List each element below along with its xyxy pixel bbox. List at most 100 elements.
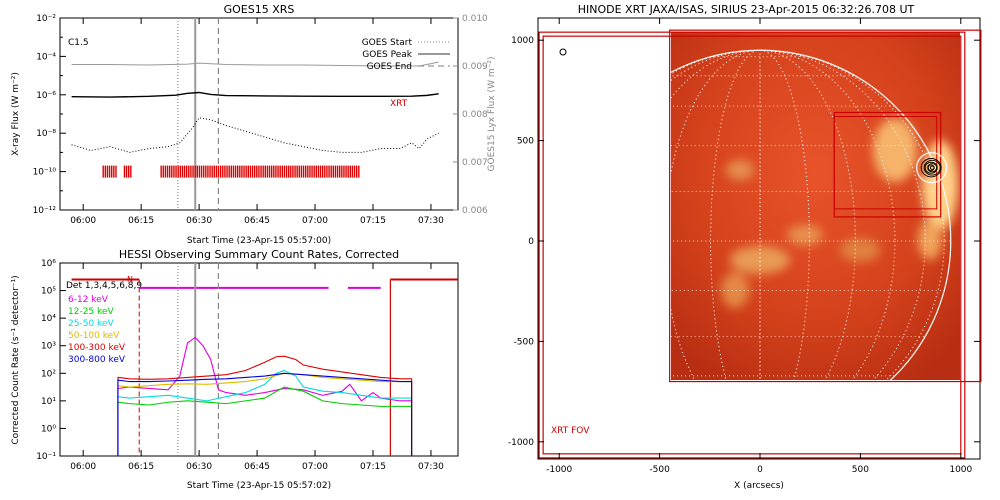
- xrt-coverage-tick: [317, 165, 320, 178]
- hessi-plot-frame: [59, 262, 459, 457]
- goes-x-tick-label: 07:15: [360, 216, 386, 226]
- xrt-coverage-tick: [128, 165, 130, 178]
- xrt-coverage-tick: [196, 165, 198, 178]
- xrt-coverage-tick: [230, 165, 232, 178]
- xrt-x-tick-label: -1000: [546, 465, 572, 475]
- source-contour-level: [929, 165, 935, 170]
- hessi-title: HESSI Observing Summary Count Rates, Cor…: [119, 248, 399, 261]
- hessi-y-tick-label: 10³: [41, 342, 56, 352]
- hessi-x-tick-label: 06:45: [244, 462, 270, 472]
- goes-y-tick-label: 10⁻⁴: [36, 52, 56, 62]
- xrt-coverage-tick: [222, 165, 224, 178]
- goes-y-ticks-right: 0.010 0.009 0.008 0.007 0.006: [453, 14, 488, 216]
- xrt-coverage-tick: [175, 165, 177, 178]
- xrt-coverage-tick: [243, 165, 245, 178]
- xrt-label: XRT: [390, 99, 408, 109]
- xrt-coverage-tick: [345, 165, 347, 178]
- goes-y-tick-label: 10⁻¹⁰: [33, 168, 57, 178]
- xrt-coverage-tick: [245, 165, 247, 178]
- hessi-event-lines: [138, 263, 391, 456]
- heliographic-longitude-line: [671, 49, 926, 380]
- xrt-coverage-tick: [211, 165, 213, 178]
- xrt-coverage-tick: [315, 165, 318, 178]
- goes-lyx-curve: [71, 61, 439, 67]
- xrt-coverage-tick: [113, 165, 115, 178]
- xrt-coverage-tick: [205, 165, 207, 178]
- goes-y-tick-right-label: 0.007: [462, 158, 488, 168]
- goes-x-tick-label: 06:45: [244, 216, 270, 226]
- xrt-y-tick-label: 0: [528, 237, 534, 247]
- hessi-x-tick-label: 06:30: [186, 462, 212, 472]
- hessi-panel: HESSI Observing Summary Count Rates, Cor…: [11, 248, 459, 491]
- hessi-y-tick-label: 10⁴: [41, 314, 56, 324]
- xrt-coverage-tick: [262, 165, 264, 178]
- xrt-coverage-tick: [328, 165, 330, 178]
- xrt-coverage-tick: [351, 165, 354, 178]
- hessi-legend-label: 50-100 keV: [68, 331, 120, 341]
- hessi-series-curve: [117, 386, 413, 456]
- hessi-xlabel: Start Time (23-Apr-15 05:57:02): [187, 481, 331, 491]
- xrt-coverage-tick: [334, 165, 337, 178]
- xrt-coverage-tick: [294, 165, 296, 178]
- hessi-x-tick-label: 06:15: [128, 462, 154, 472]
- xrt-coverage-tick: [307, 165, 309, 178]
- xrt-coverage-tick: [164, 165, 167, 178]
- xrt-coverage-tick: [298, 165, 301, 178]
- goes-long-curve: [71, 91, 439, 98]
- xrt-coverage-tick: [285, 165, 288, 178]
- xrt-y-tick-label: 1000: [511, 36, 534, 46]
- goes-legend-label: GOES Peak: [362, 50, 412, 60]
- xrt-coverage-tick: [311, 165, 313, 178]
- xrt-coverage-tick: [166, 165, 169, 178]
- hessi-y-tick-label: 10¹: [41, 397, 56, 407]
- xrt-x-tick-label: 500: [852, 465, 869, 475]
- xrt-coverage-tick: [275, 165, 277, 178]
- xrt-coverage-tick: [192, 165, 194, 178]
- source-outer-circle: [916, 152, 948, 184]
- xrt-coverage-tick: [219, 165, 222, 178]
- hessi-x-tick-label: 06:00: [70, 462, 96, 472]
- hessi-y-tick-label: 10⁶: [41, 259, 56, 269]
- xrt-coverage-tick: [264, 165, 267, 178]
- hessi-legend-label: 300-800 keV: [68, 355, 126, 365]
- xrt-y-tick-label: -500: [514, 337, 535, 347]
- xrt-coverage-tick: [296, 165, 298, 178]
- xrt-coverage-tick: [194, 165, 196, 178]
- active-region-east: [840, 238, 880, 262]
- xrt-coverage-tick: [115, 165, 117, 178]
- xrt-coverage-tick: [332, 165, 335, 178]
- xrt-coverage-bars: [102, 165, 360, 178]
- xrt-coverage-tick: [247, 165, 250, 178]
- hessi-legend: 6-12 keV 12-25 keV 25-50 keV 50-100 keV 100-…: [68, 295, 126, 365]
- xrt-coverage-tick: [200, 165, 203, 178]
- xrt-coverage-tick: [324, 165, 326, 178]
- goes-x-tick-label: 06:30: [186, 216, 212, 226]
- active-region-southwest: [721, 272, 749, 308]
- xrt-coverage-tick: [349, 165, 352, 178]
- xrt-coverage-tick: [104, 165, 107, 178]
- hessi-y-tick-label: 10⁰: [41, 424, 56, 434]
- goes-y-tick-right-label: 0.006: [462, 206, 488, 216]
- xrt-x-tick-label: 0: [757, 465, 763, 475]
- xrt-coverage-tick: [202, 165, 205, 178]
- xrt-fov-outer: [538, 31, 966, 459]
- xrt-coverage-tick: [355, 165, 358, 178]
- hessi-legend-label: 25-50 keV: [68, 319, 114, 329]
- flare-zoom-box-inner: [833, 116, 938, 210]
- xrt-coverage-tick: [162, 165, 164, 178]
- goes-y-tick-right-label: 0.010: [462, 14, 488, 24]
- goes-y-tick-label: 10⁻⁸: [36, 129, 56, 139]
- xrt-y-ticks: 1000 500 0 -500 -1000: [508, 36, 980, 448]
- xrt-coverage-tick: [239, 165, 241, 178]
- xrt-coverage-tick: [224, 165, 226, 178]
- goes-legend: GOES Start GOES Peak GOES End: [362, 38, 450, 72]
- xrt-x-ticks: -1000 -500 0 500 1000: [546, 18, 973, 475]
- goes-y-tick-label: 10⁻¹²: [33, 206, 57, 216]
- xrt-solar-image: [671, 32, 960, 380]
- goes-ylabel-right: GOES15 Lyx Flux (W m⁻²): [487, 57, 497, 172]
- xrt-coverage-tick: [236, 165, 239, 178]
- xrt-fov-label: XRT FOV: [551, 426, 590, 436]
- goes-y-tick-label: 10⁻⁶: [36, 91, 56, 101]
- xrt-coverage-tick: [249, 165, 252, 178]
